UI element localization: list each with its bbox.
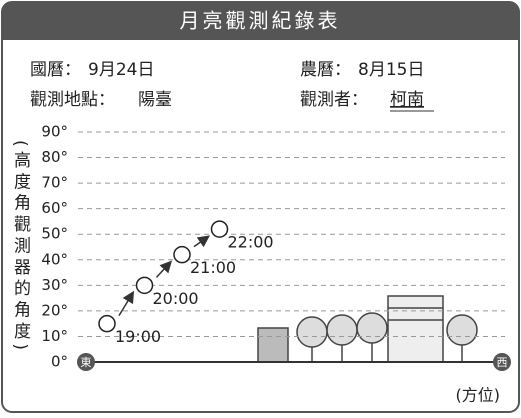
y-tick-label: 50° [41, 225, 68, 243]
field-value: 9月24日 [88, 60, 154, 80]
arrow [193, 235, 210, 248]
field-label: 觀測地點： [30, 90, 115, 110]
y-tick-label: 10° [41, 327, 68, 345]
east-marker [77, 353, 95, 371]
moon-point [210, 220, 229, 238]
title-bar [2, 2, 519, 40]
time-label: 20:00 [153, 289, 199, 308]
y-tick-label: 40° [41, 250, 68, 268]
field-label: 農曆： [300, 60, 351, 80]
field-value: 柯南 [390, 90, 424, 110]
y-tick-label: 80° [41, 148, 68, 166]
moon-point [135, 276, 154, 295]
field-label: 國曆： [30, 60, 81, 80]
time-label: 22:00 [228, 233, 274, 252]
time-label: 21:00 [190, 258, 236, 277]
arrow [155, 260, 173, 278]
x-axis-label: (方位) [456, 386, 501, 405]
time-label: 19:00 [115, 327, 161, 346]
arrow [118, 290, 135, 317]
west-marker [493, 353, 511, 371]
field-value: 陽臺 [138, 90, 172, 110]
moon-point [98, 314, 116, 333]
field-value: 8月15日 [358, 60, 424, 80]
y-tick-label: 90° [41, 123, 68, 141]
field-label: 觀測者： [300, 90, 368, 110]
scenery [257, 295, 478, 363]
y-tick-label: 70° [41, 174, 68, 192]
x-start-label: 東 [81, 356, 92, 369]
x-end-label: 西 [497, 356, 508, 369]
y-tick-label: 60° [41, 199, 68, 217]
title: 月亮觀測紀錄表 [180, 9, 341, 33]
y-tick-label: 0° [51, 353, 68, 371]
y-tick-label: 20° [41, 301, 68, 319]
y-tick-label: 30° [41, 276, 68, 294]
moon-point [173, 245, 191, 264]
